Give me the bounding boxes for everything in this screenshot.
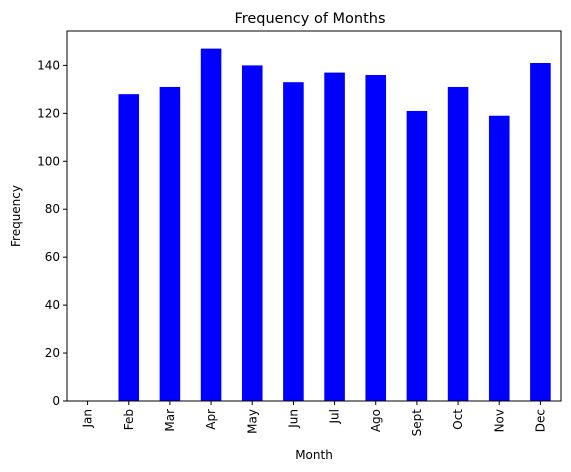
y-tick-label: 0: [52, 394, 60, 408]
x-tick-label-jul: Jul: [328, 409, 342, 424]
bar-jun: [283, 82, 304, 401]
bar-mar: [159, 86, 181, 401]
y-axis: 0 20 40 60 80 100 120 140: [37, 58, 67, 408]
bar-jul: [324, 72, 345, 401]
x-tick-label-oct: Oct: [451, 409, 465, 430]
plot-frame: [66, 30, 562, 402]
y-tick-label: 80: [45, 202, 60, 216]
y-tick-label: 100: [37, 154, 60, 168]
bars: [118, 48, 551, 401]
y-tick-label: 60: [45, 250, 60, 264]
y-axis-label: Frequency: [9, 185, 23, 247]
bar-nov: [488, 115, 510, 401]
y-tick-label: 120: [37, 106, 60, 120]
x-tick-label-feb: Feb: [122, 409, 136, 430]
x-tick-label-dec: Dec: [533, 409, 547, 432]
x-tick-label-may: May: [245, 409, 259, 434]
x-tick-label-ago: Ago: [369, 409, 383, 432]
x-tick-label-mar: Mar: [163, 409, 177, 432]
chart-title: Frequency of Months: [234, 11, 385, 27]
y-tick-label: 40: [45, 298, 60, 312]
x-tick-label-nov: Nov: [492, 409, 506, 432]
y-tick-label: 140: [37, 58, 60, 72]
x-tick-label-sept: Sept: [410, 409, 424, 437]
x-axis-label: Month: [295, 448, 333, 462]
bar-dec: [530, 63, 551, 401]
x-tick-label-jan: Jan: [81, 409, 95, 429]
bar-feb: [118, 94, 140, 401]
x-axis: Jan Feb Mar Apr May Jun Jul Ago Sept Oct Nov Dec: [81, 401, 547, 437]
x-tick-label-jun: Jun: [286, 409, 300, 429]
bar-oct: [447, 86, 469, 401]
x-tick-label-apr: Apr: [204, 409, 218, 430]
bar-ago: [365, 74, 387, 401]
bar-may: [241, 65, 263, 401]
y-tick-label: 20: [45, 346, 60, 360]
bar-sept: [406, 110, 428, 401]
bar-apr: [200, 48, 222, 401]
